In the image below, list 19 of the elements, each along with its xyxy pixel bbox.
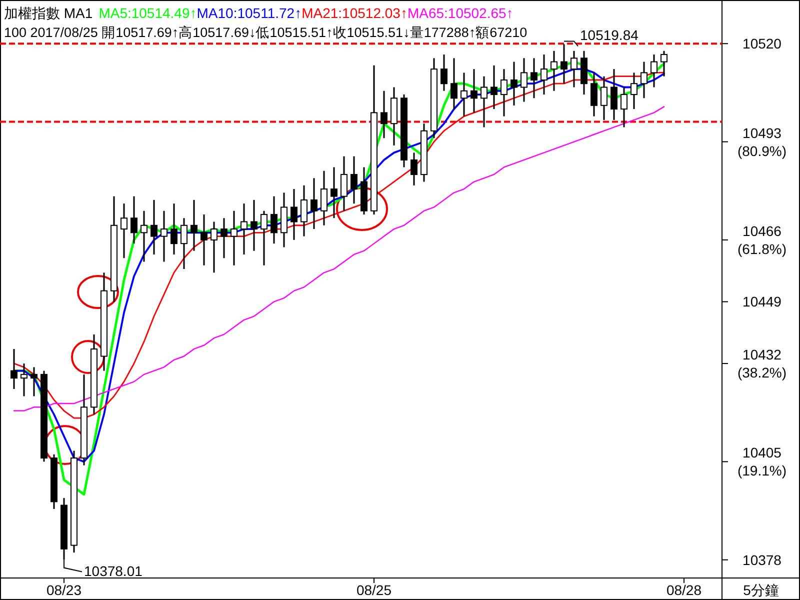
y-tick-label: 10405 (19.1%)	[737, 444, 787, 479]
y-tick-label: 10432 (38.2%)	[737, 346, 787, 381]
y-tick-label: 10493 (80.9%)	[737, 124, 787, 159]
text: MA21:10512.03↑	[302, 5, 408, 21]
annotation: 10378.01	[84, 562, 143, 579]
y-tick-label: 10449	[742, 294, 782, 310]
y-tick-label: 10378	[742, 552, 782, 568]
text: MA5:10514.49↑	[98, 5, 197, 21]
annotation: 10519.84	[580, 27, 639, 44]
y-tick-label: 10466 (61.8%)	[737, 222, 787, 257]
x-tick-label: 08/28	[666, 582, 702, 598]
x-tick-label: 08/25	[356, 582, 392, 598]
y-tick-label: 10520	[742, 36, 782, 52]
x-tick-label: 08/23	[46, 582, 82, 598]
text: MA10:10511.72↑	[196, 5, 302, 21]
text: 100 2017/08/25 開10517.69↑高10517.69↓低10515.51↑收10515.51↓量177288↑額67210	[4, 25, 528, 40]
x-axis-title: 5分鐘	[743, 582, 779, 598]
chart-title: 加權指數 MA1	[4, 5, 93, 21]
text: MA65:10502.65↑	[407, 5, 514, 21]
